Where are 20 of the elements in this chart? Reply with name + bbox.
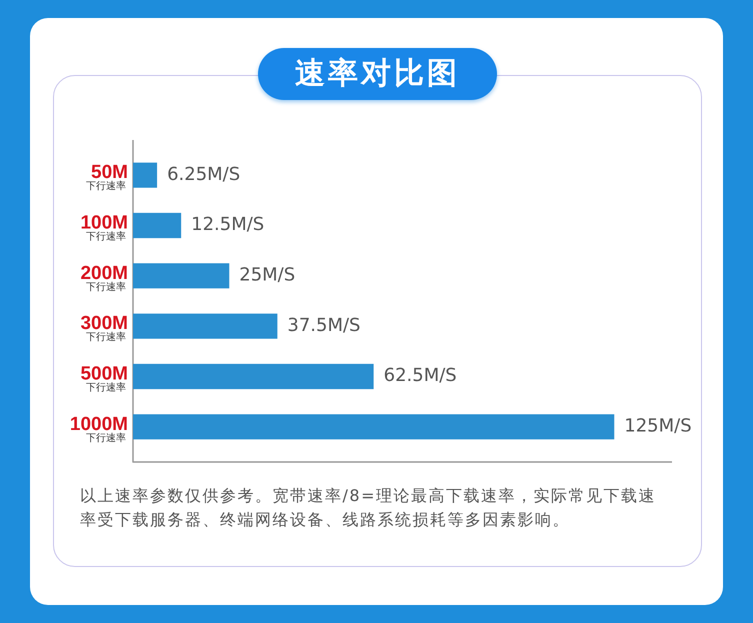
data-label: 12.5M/S — [191, 214, 264, 236]
data-label: 25M/S — [239, 264, 296, 286]
bar — [133, 212, 182, 238]
bar — [133, 162, 158, 188]
data-label: 62.5M/S — [384, 365, 457, 386]
bar — [133, 414, 614, 440]
y-tick-label: 200M 下行速率 — [80, 262, 128, 293]
y-tick-label: 300M 下行速率 — [80, 313, 128, 344]
data-label: 125M/S — [624, 416, 692, 437]
y-tick-label: 100M 下行速率 — [80, 212, 128, 242]
bar — [133, 263, 230, 288]
y-tick-label: 500M 下行速率 — [80, 364, 128, 394]
y-tick-label: 1000M 下行速率 — [70, 414, 128, 444]
text: 以上速率参数仅供参考。宽带速率/8=理论最高下载速率，实际常见下载速率受下载服务器、终端网络设备、线路系统损耗等多因素影响。 — [80, 485, 657, 531]
bar — [133, 314, 278, 339]
chart-title: 速率对比图 — [258, 48, 497, 100]
data-label: 37.5M/S — [287, 314, 360, 336]
y-tick-label: 50M 下行速率 — [86, 162, 128, 192]
data-label: 6.25M/S — [167, 164, 240, 185]
bar — [133, 364, 374, 390]
